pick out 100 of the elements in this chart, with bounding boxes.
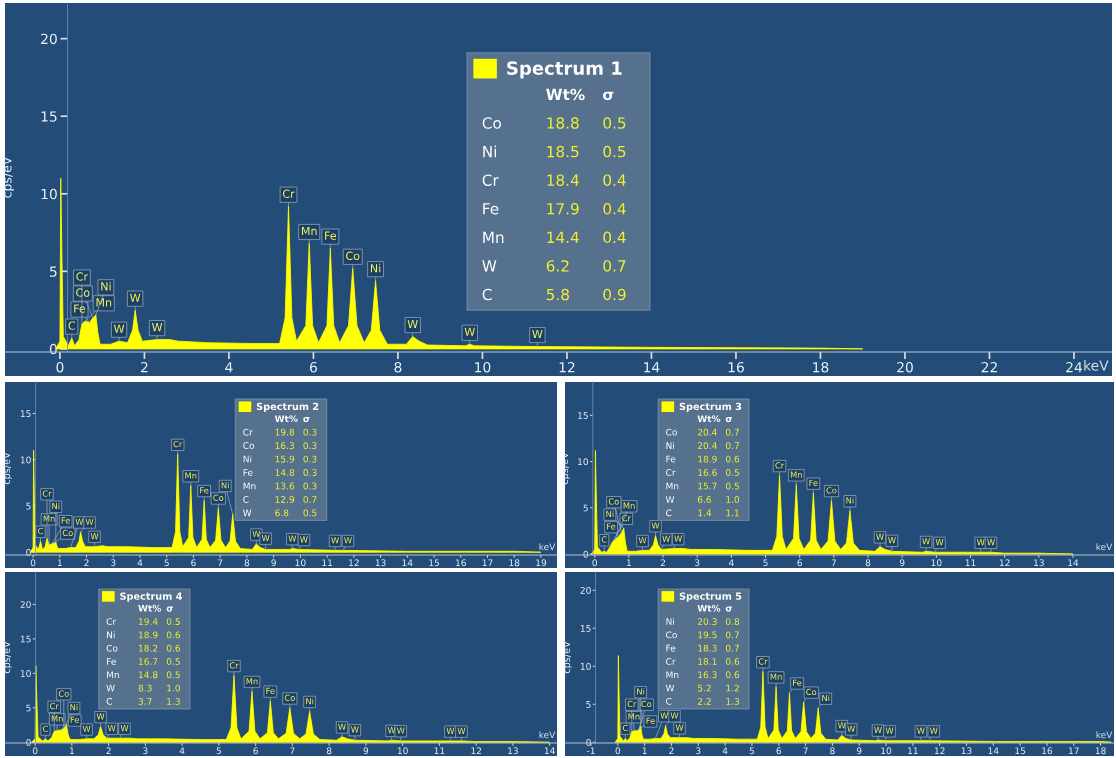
annotation: 20.3 xyxy=(697,618,717,625)
annotation: Cr xyxy=(622,514,631,522)
x-tick-label: 3 xyxy=(696,747,701,755)
annotation: W xyxy=(457,727,466,734)
annotation: Ni xyxy=(70,704,78,711)
x-tick-label: 16 xyxy=(1042,747,1053,755)
x-tick-label: 11 xyxy=(322,559,333,567)
y-tick-label: 15 xyxy=(41,111,57,122)
legend-label: Spectrum 2 xyxy=(256,402,319,412)
annotation: Cr xyxy=(50,702,59,710)
annotation: 16.3 xyxy=(698,671,717,679)
y-tick-label: 0 xyxy=(583,550,589,558)
annotation: W xyxy=(120,725,129,732)
annotation: Mn xyxy=(107,671,119,679)
annotation: Cr xyxy=(42,490,52,497)
x-tick-label: 3 xyxy=(695,559,700,567)
annotation: Ni xyxy=(52,502,60,510)
annotation: Co xyxy=(608,498,619,505)
annotation: Fe xyxy=(266,687,275,695)
annotation: W xyxy=(261,534,270,541)
annotation: 13.6 xyxy=(275,482,295,490)
annotation: 0.5 xyxy=(166,618,180,625)
annotation: Cr xyxy=(173,440,183,448)
x-tick-label: 12 xyxy=(349,559,359,567)
annotation: Ni xyxy=(666,442,674,449)
annotation: Fe xyxy=(607,523,616,530)
x-tick-label: 14 xyxy=(544,747,555,755)
y-axis-title: cps/eV xyxy=(2,452,12,485)
annotation: σ xyxy=(725,417,732,423)
annotation: C xyxy=(42,725,48,732)
annotation: W xyxy=(876,533,884,540)
annotation: 14.8 xyxy=(139,671,158,679)
x-tick-label: 1 xyxy=(627,559,631,567)
y-tick-label: 15 xyxy=(578,412,588,419)
annotation: Wt% xyxy=(546,88,585,101)
annotation: 0.4 xyxy=(603,202,626,215)
x-tick-label: 6 xyxy=(797,559,802,567)
x-tick-label: 13 xyxy=(1034,559,1044,567)
annotation: Co xyxy=(806,688,817,696)
annotation: 0.3 xyxy=(303,455,317,463)
y-tick-label: 0 xyxy=(26,739,31,746)
x-tick-label: 13 xyxy=(375,559,386,567)
x-tick-label: 7 xyxy=(831,559,836,567)
x-tick-label: 18 xyxy=(509,559,520,567)
x-tick-label: 22 xyxy=(981,361,997,373)
x-tick-label: 8 xyxy=(830,747,835,755)
x-tick-label: 11 xyxy=(965,559,976,567)
x-tick-label: 15 xyxy=(429,559,439,567)
x-tick-label: 9 xyxy=(271,559,276,567)
x-tick-label: 14 xyxy=(402,559,413,567)
annotation: σ xyxy=(602,91,614,101)
y-tick-label: 15 xyxy=(580,625,591,632)
annotation: Mn xyxy=(243,482,256,490)
annotation: 6.6 xyxy=(697,496,712,503)
x-tick-label: 0 xyxy=(615,747,621,755)
annotation: σ xyxy=(166,606,173,612)
annotation: W xyxy=(407,320,418,329)
annotation: 0.5 xyxy=(166,658,180,665)
x-tick-label: 6 xyxy=(191,559,196,567)
annotation: W xyxy=(665,684,675,692)
y-tick-label: 10 xyxy=(20,456,31,464)
annotation: 0.4 xyxy=(603,231,626,244)
x-tick-label: 8 xyxy=(244,559,250,567)
annotation: W xyxy=(446,727,455,734)
annotation: Cr xyxy=(229,662,239,669)
annotation: Cr xyxy=(758,658,768,665)
x-tick-label: 5 xyxy=(164,559,169,567)
x-tick-label: 17 xyxy=(1069,747,1079,755)
x-tick-label: 4 xyxy=(722,747,728,755)
x-tick-label: 8 xyxy=(865,559,871,567)
annotation: Cr xyxy=(76,272,89,281)
x-tick-label: 16 xyxy=(728,361,744,373)
annotation: Fe xyxy=(200,487,209,494)
annotation: W xyxy=(662,535,671,542)
y-tick-label: 10 xyxy=(20,670,31,677)
x-tick-label: 17 xyxy=(482,559,493,567)
x-axis-title: keV xyxy=(539,731,556,739)
annotation: 0.6 xyxy=(166,644,181,652)
x-tick-label: 10 xyxy=(397,747,408,755)
y-tick-label: 15 xyxy=(20,410,31,418)
annotation: Mn xyxy=(790,471,802,478)
annotation: W xyxy=(151,323,163,332)
x-tick-label: 1 xyxy=(57,559,62,567)
annotation: W xyxy=(670,712,679,719)
annotation: Ni xyxy=(483,145,497,158)
annotation: 18.3 xyxy=(698,644,717,652)
annotation: W xyxy=(107,725,116,732)
annotation: W xyxy=(288,535,297,542)
y-tick-label: 5 xyxy=(586,701,591,708)
annotation: 0.7 xyxy=(725,428,739,436)
annotation: W xyxy=(929,727,938,734)
annotation: W xyxy=(885,727,894,734)
y-axis-title: cps/eV xyxy=(2,641,12,674)
annotation: 0.7 xyxy=(303,496,317,503)
annotation: 15.9 xyxy=(275,455,295,463)
y-tick-label: 5 xyxy=(583,504,588,512)
annotation: Ni xyxy=(243,455,252,463)
annotation: W xyxy=(922,538,930,545)
annotation: Co xyxy=(106,644,118,652)
annotation: 18.5 xyxy=(547,145,579,158)
